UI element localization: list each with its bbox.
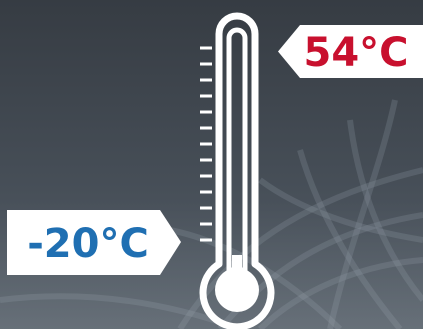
scale-tick [200, 62, 212, 66]
scale-tick [200, 78, 212, 82]
scale-tick [200, 174, 212, 178]
scale-tick [200, 94, 212, 98]
thermometer-icon [199, 12, 275, 329]
scale-tick [200, 206, 212, 210]
scale-tick [200, 158, 212, 162]
scale-tick [200, 126, 212, 130]
low-temp-label: -20°C [27, 221, 149, 267]
scale-tick [200, 142, 212, 146]
scale-tick [200, 110, 212, 114]
high-temp-tag: 54°C [278, 25, 423, 78]
scale-tick [200, 190, 212, 194]
high-temp-label: 54°C [303, 30, 408, 76]
low-temp-tag: -20°C [7, 210, 181, 275]
thermometer-scale-ticks [200, 46, 212, 242]
scale-tick [200, 222, 212, 226]
scale-tick [200, 46, 212, 50]
thermometer-mercury [232, 255, 242, 295]
scale-tick [200, 238, 212, 242]
